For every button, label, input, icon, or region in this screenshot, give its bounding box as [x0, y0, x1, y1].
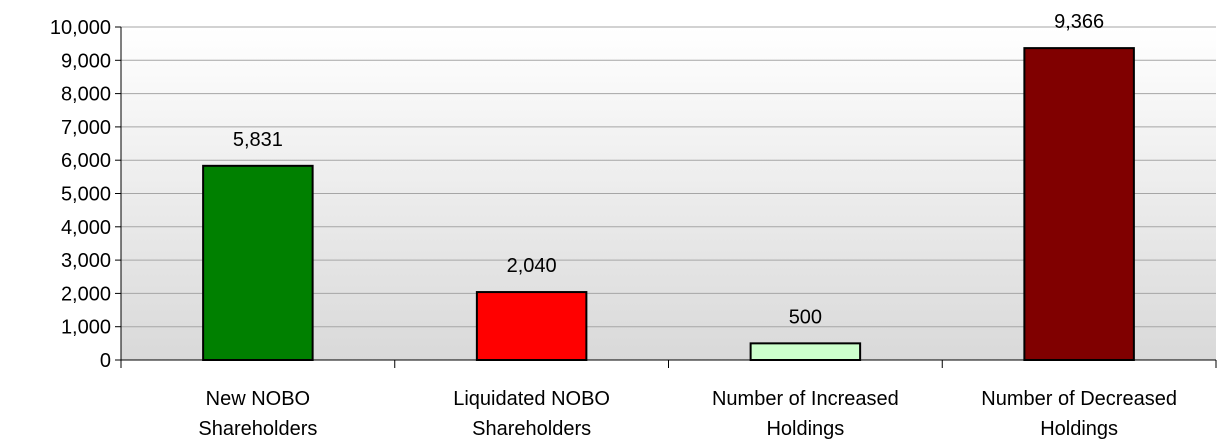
- x-category-label: Holdings: [1040, 418, 1118, 440]
- x-category-label: Shareholders: [472, 418, 591, 440]
- x-category-label: New NOBO: [206, 388, 310, 410]
- x-category-label: Liquidated NOBO: [453, 388, 610, 410]
- bar: [202, 164, 314, 361]
- bars: [202, 47, 1135, 362]
- y-tick-label: 9,000: [61, 50, 111, 72]
- y-tick-label: 2,000: [61, 283, 111, 305]
- labels: 0 1,000 2,000 3,000 4,000 5,000 6,000 7,000 8,00…: [50, 11, 1177, 440]
- bar: [475, 291, 588, 361]
- x-category-label: Holdings: [766, 418, 844, 440]
- y-tick-label: 10,000: [50, 17, 111, 39]
- y-tick-label: 4,000: [61, 217, 111, 239]
- bar: [1023, 47, 1135, 361]
- x-category-label: Number of Increased: [712, 388, 899, 410]
- data-label: 500: [789, 306, 822, 328]
- data-label: 5,831: [233, 129, 283, 151]
- y-tick-label: 1,000: [61, 317, 111, 339]
- y-tick-label: 0: [100, 350, 111, 372]
- x-category-label: Number of Decreased: [981, 388, 1177, 410]
- y-tick-label: 6,000: [61, 150, 111, 172]
- data-label: 9,366: [1054, 11, 1104, 33]
- axes: [115, 26, 1217, 368]
- data-label: 2,040: [507, 255, 557, 277]
- y-tick-label: 8,000: [61, 84, 111, 106]
- y-tick-label: 3,000: [61, 250, 111, 272]
- y-tick-label: 5,000: [61, 184, 111, 206]
- y-tick-label: 7,000: [61, 117, 111, 139]
- x-category-label: Shareholders: [198, 418, 317, 440]
- bar: [749, 342, 862, 362]
